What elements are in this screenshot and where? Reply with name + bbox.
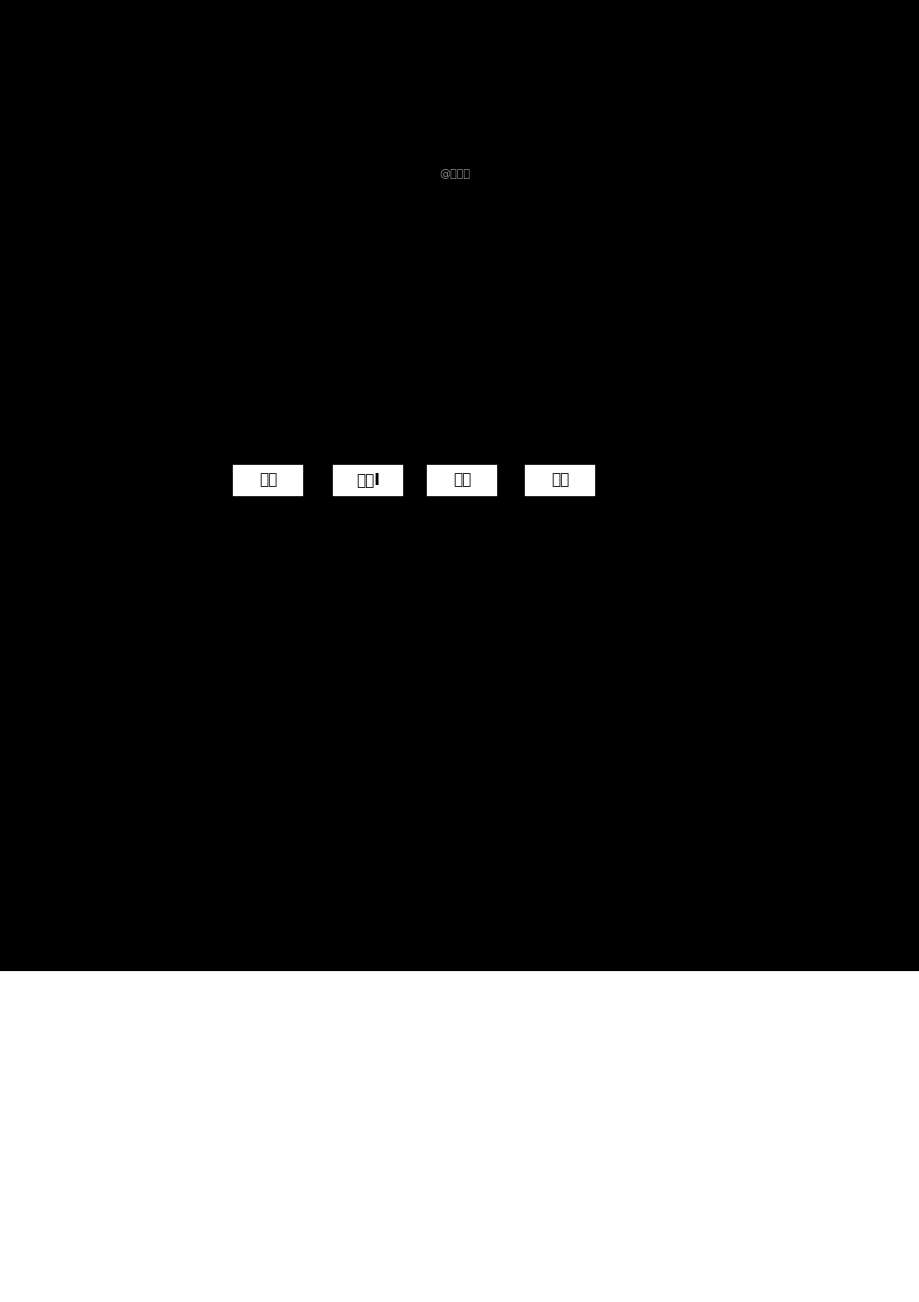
Text: E: E xyxy=(484,77,494,91)
Bar xyxy=(533,171,585,198)
Bar xyxy=(463,70,516,98)
Bar xyxy=(149,78,200,105)
Text: 洗涤: 洗涤 xyxy=(452,473,471,487)
Bar xyxy=(294,204,346,233)
Text: 下：: 下： xyxy=(55,398,75,417)
Bar xyxy=(524,464,596,496)
Text: Y: Y xyxy=(685,204,693,219)
Text: 过程。: 过程。 xyxy=(110,708,140,727)
Bar xyxy=(154,414,759,553)
Text: 铁屑: 铁屑 xyxy=(174,473,192,487)
Text: 稀硫酸: 稀硫酸 xyxy=(255,421,280,434)
Text: H: H xyxy=(664,177,675,191)
Text: 废液: 废液 xyxy=(359,559,376,573)
Bar xyxy=(294,98,346,126)
Text: @正确云: @正确云 xyxy=(439,169,470,178)
Text: F,G: F,G xyxy=(424,91,445,103)
Text: X: X xyxy=(484,112,494,126)
Text: 产品 Fe₂O₃: 产品 Fe₂O₃ xyxy=(637,473,702,487)
Bar xyxy=(425,464,497,496)
Text: ②: ② xyxy=(685,195,696,208)
Text: 26.（10分）铁红（主要成分为Fe₂O₃）是一种用途广泛的颜料，用废铁屑制备铁红的流程如: 26.（10分）铁红（主要成分为Fe₂O₃）是一种用途广泛的颜料，用废铁屑制备铁… xyxy=(55,372,497,391)
Text: （3）在空气中锻烧FeCO₃的化学方程式是__________▲__________________。: （3）在空气中锻烧FeCO₃的化学方程式是__________▲________… xyxy=(55,621,522,639)
Bar xyxy=(294,141,346,168)
Bar xyxy=(643,171,696,198)
Bar xyxy=(463,105,516,133)
Text: NH₄HCO₃溶液: NH₄HCO₃溶液 xyxy=(328,421,407,434)
Text: (1)B的化学式为___▲___。: (1)B的化学式为___▲___。 xyxy=(55,260,212,279)
Text: （已知：10FeSO₄+2KMnO₄+8H₂SO₄==5Fe₂(SO₄)₃+2MnSO₄+K₂SO₄+8H₂O）: （已知：10FeSO₄+2KMnO₄+8H₂SO₄==5Fe₂(SO₄)₃+2M… xyxy=(110,736,694,753)
Text: B: B xyxy=(170,137,180,151)
Text: 锻烧: 锻烧 xyxy=(550,473,569,487)
Text: X: X xyxy=(609,151,619,165)
Bar xyxy=(232,464,303,496)
Bar xyxy=(643,210,696,238)
Text: 冰水: 冰水 xyxy=(453,421,470,434)
Text: 操作I: 操作I xyxy=(356,473,380,487)
Text: 请回答下列问题：: 请回答下列问题： xyxy=(55,234,135,253)
Bar xyxy=(149,130,200,158)
Text: X: X xyxy=(170,85,180,99)
Bar xyxy=(332,464,403,496)
Text: C: C xyxy=(314,104,325,120)
Text: 废渣: 废渣 xyxy=(259,559,276,573)
Text: F: F xyxy=(315,211,324,227)
Text: ①: ① xyxy=(429,102,440,115)
Text: (2)X的电子式为___▲___。: (2)X的电子式为___▲___。 xyxy=(55,285,212,303)
Text: (4)写出反应②的离子方程式（反应时H为稀溶液）：________▲________________。: (4)写出反应②的离子方程式（反应时H为稀溶液）：________▲______… xyxy=(55,340,529,358)
Text: G: G xyxy=(553,177,565,191)
Text: (3)写出反应①的化学方程式：________________▲________________。: (3)写出反应①的化学方程式：________________▲________… xyxy=(55,310,494,328)
Text: （1）操作I的名称是__________▲__________________。: （1）操作I的名称是__________▲__________________。 xyxy=(55,565,407,583)
Text: （4）称厖3.0 g产品，用稀硫酸溶解，逐滴加入0.10 mol·L⁻¹ KMnO₄溶液 20.00 mL，二者恰: （4）称厖3.0 g产品，用稀硫酸溶解，逐滴加入0.10 mol·L⁻¹ KMn… xyxy=(55,651,594,669)
Text: I: I xyxy=(667,216,672,232)
Text: D: D xyxy=(313,147,325,161)
Text: （2）检验FeCO₃沉淠是否洗洁的实验方法是__________▲__________________。: （2）检验FeCO₃沉淠是否洗洁的实验方法是__________▲_______… xyxy=(55,592,532,611)
Text: 好反应完全。若此产品中只含有FeO、Fe₂O₃，求算产品中Fe₂O₃的质量分数，写出计算: 好反应完全。若此产品中只含有FeO、Fe₂O₃，求算产品中Fe₂O₃的质量分数，… xyxy=(110,681,542,699)
Text: 溶解: 溶解 xyxy=(258,473,277,487)
